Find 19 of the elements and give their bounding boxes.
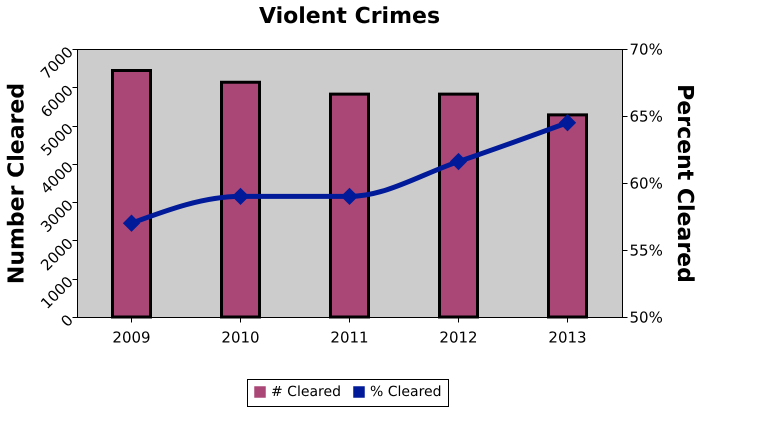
x-tick-label: 2010: [221, 328, 260, 346]
y2-tick-label: 50%: [630, 308, 663, 326]
legend-label: % Cleared: [370, 384, 442, 400]
x-tick-label: 2009: [112, 328, 151, 346]
y2-axis-title: Percent Cleared: [672, 84, 697, 283]
y2-tick-label: 65%: [630, 108, 663, 126]
y2-tick-label: 70%: [630, 40, 663, 58]
y2-tick-label: 60%: [630, 174, 663, 192]
x-tick-label: 2011: [330, 328, 369, 346]
y2-tick-label: 55%: [630, 242, 663, 260]
y-tick-label: 0: [57, 311, 77, 331]
point: [450, 152, 468, 170]
point: [558, 114, 576, 132]
legend-label: # Cleared: [271, 384, 341, 400]
point: [122, 214, 140, 232]
x-tick-label: 2013: [548, 328, 587, 346]
y-axis-title: Number Cleared: [4, 82, 30, 284]
chart-title: Violent Crimes: [258, 4, 440, 29]
x-tick-label: 2012: [439, 328, 478, 346]
